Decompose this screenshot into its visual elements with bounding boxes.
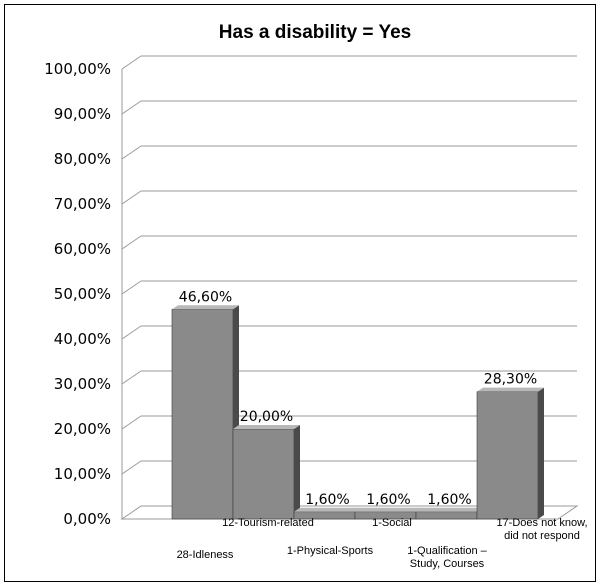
y-tick-label: 60,00%	[54, 240, 111, 258]
gridline-diagonal	[121, 415, 142, 430]
y-tick-label: 100,00%	[44, 60, 111, 78]
y-tick-label: 90,00%	[54, 105, 111, 123]
y-tick-label: 30,00%	[54, 375, 111, 393]
bar-front	[232, 428, 295, 520]
bar	[476, 387, 544, 520]
bar	[232, 425, 300, 520]
y-tick-label: 20,00%	[54, 420, 111, 438]
x-tick-label: 28-Idleness	[177, 549, 234, 561]
bar-front	[476, 391, 539, 520]
bar-chart: Has a disability = Yes 0,00% 10,00% 20,00%…	[44, 22, 587, 570]
data-label: 20,00%	[240, 409, 293, 425]
gridline-diagonal	[121, 55, 142, 70]
bar-side	[538, 387, 544, 519]
x-tick-label: 1-Social	[372, 517, 412, 529]
bar-top	[294, 507, 361, 512]
y-tick-label: 50,00%	[54, 285, 111, 303]
bar	[171, 305, 239, 520]
bar-top	[416, 507, 483, 512]
gridline-diagonal	[121, 280, 142, 295]
data-label: 1,60%	[305, 492, 349, 508]
gridline-diagonal	[121, 100, 142, 115]
bar-top	[477, 387, 544, 392]
gridline-diagonal	[121, 235, 142, 250]
chart-frame: Has a disability = Yes 0,00% 10,00% 20,00%…	[4, 4, 596, 582]
gridline-diagonal	[121, 145, 142, 160]
x-tick-label: 1-Qualification – Study, Courses	[407, 545, 487, 570]
x-tick-label: 1-Physical-Sports	[287, 545, 374, 557]
gridline-diagonal	[121, 190, 142, 205]
bar-front	[171, 308, 234, 520]
x-tick-label: 12-Tourism-related	[222, 517, 314, 529]
x-tick-label: 17-Does not know, did not respond	[496, 517, 587, 542]
y-tick-label: 10,00%	[54, 465, 111, 483]
gridline-diagonal	[121, 325, 142, 340]
chart-title: Has a disability = Yes	[219, 22, 411, 43]
bar-top	[355, 507, 422, 512]
bar-top	[172, 305, 239, 310]
data-label: 28,30%	[484, 372, 537, 388]
bar-front	[415, 511, 478, 520]
bar	[415, 507, 483, 520]
gridline-diagonal	[121, 370, 142, 385]
bar-side	[294, 425, 300, 519]
data-label: 46,60%	[179, 289, 232, 305]
y-tick-label: 0,00%	[63, 510, 111, 528]
data-label: 1,60%	[427, 492, 471, 508]
data-label: 1,60%	[366, 492, 410, 508]
y-tick-label: 80,00%	[54, 150, 111, 168]
y-tick-label: 70,00%	[54, 195, 111, 213]
gridline-diagonal	[121, 460, 142, 475]
bar-top	[233, 425, 300, 429]
y-tick-label: 40,00%	[54, 330, 111, 348]
